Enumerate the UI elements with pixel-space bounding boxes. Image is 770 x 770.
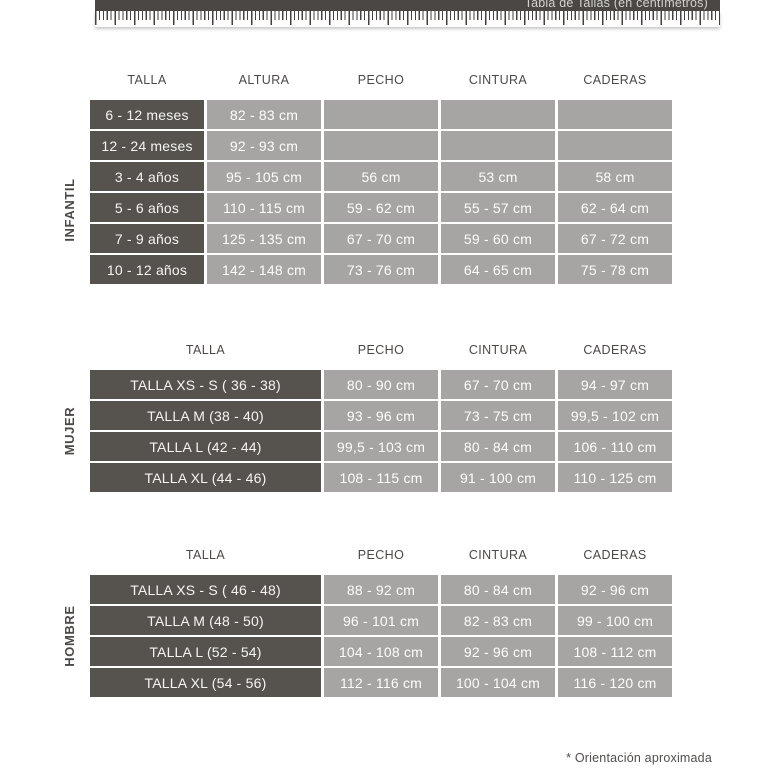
measurement-cell: 92 - 93 cm (207, 131, 321, 160)
measurement-cell: 104 - 108 cm (324, 637, 438, 666)
column-header: TALLA (185, 343, 226, 357)
measurement-cell: 142 - 148 cm (207, 255, 321, 284)
measurement-cell: 106 - 110 cm (558, 432, 672, 461)
column-header: CADERAS (583, 548, 647, 562)
measurement-cell: 91 - 100 cm (441, 463, 555, 492)
measurement-cell (324, 100, 438, 129)
measurement-cell (558, 100, 672, 129)
size-table-hombre: HOMBRE TALLA PECHO CINTURA CADERAS TALLA XS… (62, 547, 672, 697)
size-label-cell: 5 - 6 años (90, 193, 204, 222)
column-header: CINTURA (468, 548, 528, 562)
section-label-infantil: INFANTIL (62, 178, 77, 242)
measurement-cell: 125 - 135 cm (207, 224, 321, 253)
column-header: CINTURA (468, 73, 528, 87)
table-header-row: TALLA PECHO CINTURA CADERAS (90, 547, 672, 563)
measurement-cell: 92 - 96 cm (441, 637, 555, 666)
title-bar: Tabla de Tallas (en centímetros) (95, 0, 720, 11)
measurement-cell: 67 - 70 cm (324, 224, 438, 253)
column-header: ALTURA (238, 73, 290, 87)
measurement-cell: 59 - 60 cm (441, 224, 555, 253)
table-body: 6 - 12 meses 82 - 83 cm 12 - 24 meses 92 - … (90, 100, 672, 284)
measurement-cell: 56 cm (324, 162, 438, 191)
measurement-cell: 116 - 120 cm (558, 668, 672, 697)
footnote: * Orientación aproximada (566, 751, 712, 765)
table-header-row: TALLA PECHO CINTURA CADERAS (90, 342, 672, 358)
measurement-cell: 108 - 112 cm (558, 637, 672, 666)
measurement-cell (558, 131, 672, 160)
section-label-mujer: MUJER (62, 406, 77, 456)
table-body: TALLA XS - S ( 46 - 48) 88 - 92 cm 80 - 84… (90, 575, 672, 697)
measurement-cell: 64 - 65 cm (441, 255, 555, 284)
column-header: CADERAS (583, 73, 647, 87)
measurement-cell: 93 - 96 cm (324, 401, 438, 430)
measurement-cell: 67 - 72 cm (558, 224, 672, 253)
column-header: CINTURA (468, 343, 528, 357)
ruler-graphic (95, 11, 720, 27)
measurement-cell: 99 - 100 cm (558, 606, 672, 635)
measurement-cell: 53 cm (441, 162, 555, 191)
measurement-cell: 95 - 105 cm (207, 162, 321, 191)
size-label-cell: TALLA L (42 - 44) (90, 432, 321, 461)
size-label-cell: TALLA L (52 - 54) (90, 637, 321, 666)
measurement-cell: 73 - 75 cm (441, 401, 555, 430)
measurement-cell: 67 - 70 cm (441, 370, 555, 399)
size-label-cell: 10 - 12 años (90, 255, 204, 284)
measurement-cell: 96 - 101 cm (324, 606, 438, 635)
measurement-cell: 82 - 83 cm (441, 606, 555, 635)
measurement-cell: 112 - 116 cm (324, 668, 438, 697)
table-body: TALLA XS - S ( 36 - 38) 80 - 90 cm 67 - 70… (90, 370, 672, 492)
measurement-cell: 59 - 62 cm (324, 193, 438, 222)
measurement-cell: 92 - 96 cm (558, 575, 672, 604)
size-table-mujer: MUJER TALLA PECHO CINTURA CADERAS TALLA XS … (62, 342, 672, 492)
measurement-cell: 80 - 84 cm (441, 432, 555, 461)
measurement-cell: 94 - 97 cm (558, 370, 672, 399)
table-header-row: TALLA ALTURA PECHO CINTURA CADERAS (90, 72, 672, 88)
measurement-cell (324, 131, 438, 160)
measurement-cell (441, 131, 555, 160)
size-label-cell: TALLA M (48 - 50) (90, 606, 321, 635)
column-header: PECHO (357, 548, 405, 562)
measurement-cell: 62 - 64 cm (558, 193, 672, 222)
size-label-cell: TALLA M (38 - 40) (90, 401, 321, 430)
size-label-cell: TALLA XS - S ( 46 - 48) (90, 575, 321, 604)
measurement-cell: 55 - 57 cm (441, 193, 555, 222)
measurement-cell: 75 - 78 cm (558, 255, 672, 284)
size-label-cell: 12 - 24 meses (90, 131, 204, 160)
section-label-hombre: HOMBRE (62, 605, 77, 667)
measurement-cell: 99,5 - 103 cm (324, 432, 438, 461)
size-label-cell: TALLA XL (54 - 56) (90, 668, 321, 697)
column-header: CADERAS (583, 343, 647, 357)
column-header: PECHO (357, 73, 405, 87)
measurement-cell: 80 - 84 cm (441, 575, 555, 604)
size-label-cell: TALLA XS - S ( 36 - 38) (90, 370, 321, 399)
size-label-cell: TALLA XL (44 - 46) (90, 463, 321, 492)
measurement-cell: 100 - 104 cm (441, 668, 555, 697)
column-header: PECHO (357, 343, 405, 357)
measurement-cell: 108 - 115 cm (324, 463, 438, 492)
measurement-cell: 110 - 125 cm (558, 463, 672, 492)
size-label-cell: 6 - 12 meses (90, 100, 204, 129)
measurement-cell: 88 - 92 cm (324, 575, 438, 604)
column-header: TALLA (127, 73, 167, 87)
measurement-cell: 58 cm (558, 162, 672, 191)
size-label-cell: 7 - 9 años (90, 224, 204, 253)
size-label-cell: 3 - 4 años (90, 162, 204, 191)
measurement-cell: 110 - 115 cm (207, 193, 321, 222)
column-header: TALLA (185, 548, 226, 562)
measurement-cell: 99,5 - 102 cm (558, 401, 672, 430)
measurement-cell (441, 100, 555, 129)
page-title: Tabla de Tallas (en centímetros) (524, 0, 708, 10)
measurement-cell: 82 - 83 cm (207, 100, 321, 129)
measurement-cell: 73 - 76 cm (324, 255, 438, 284)
size-table-infantil: INFANTIL TALLA ALTURA PECHO CINTURA CADERAS … (62, 72, 672, 284)
measurement-cell: 80 - 90 cm (324, 370, 438, 399)
